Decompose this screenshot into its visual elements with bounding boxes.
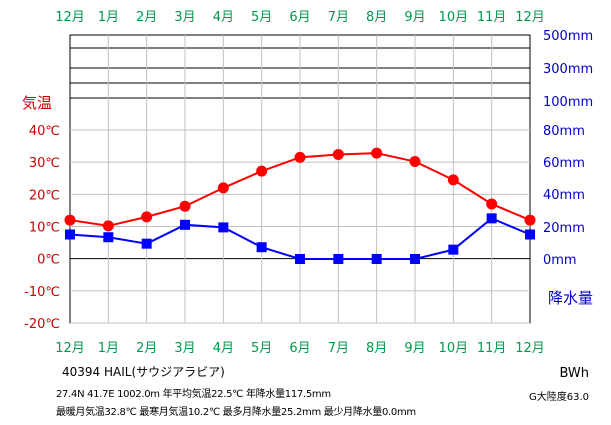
- left-tick-label: -10℃: [24, 285, 60, 300]
- precipitation-point: [256, 242, 267, 253]
- right-tick-label: 100mm: [543, 95, 593, 110]
- precipitation-point: [410, 254, 420, 264]
- continentality-index: G大陸度63.0: [528, 392, 589, 403]
- month-label-top: 9月: [404, 10, 425, 25]
- temperature-point: [486, 198, 498, 210]
- temperature-point: [371, 147, 383, 159]
- precipitation-point: [295, 254, 305, 264]
- right-axis-title: 降水量: [548, 289, 593, 307]
- left-tick-label: 20℃: [29, 188, 60, 203]
- stats-line-1: 27.4N 41.7E 1002.0m 年平均気温22.5℃ 年降水量117.5…: [56, 389, 331, 400]
- month-label-top: 11月: [477, 10, 507, 25]
- right-tick-label: 40mm: [543, 188, 585, 203]
- month-label-bottom: 6月: [289, 341, 310, 356]
- month-label-top: 3月: [174, 10, 195, 25]
- left-tick-label: 0℃: [37, 253, 60, 268]
- month-label-top: 10月: [439, 10, 469, 25]
- month-label-top: 12月: [515, 10, 545, 25]
- temperature-point: [524, 214, 536, 226]
- month-label-bottom: 12月: [55, 341, 85, 356]
- left-tick-label: 40℃: [29, 124, 60, 139]
- month-label-bottom: 4月: [213, 341, 234, 356]
- temperature-point: [64, 214, 76, 226]
- temperature-point: [447, 174, 459, 186]
- month-label-bottom: 10月: [439, 341, 469, 356]
- temperature-point: [294, 151, 306, 163]
- right-tick-label: 20mm: [543, 221, 585, 236]
- precipitation-point: [486, 213, 497, 224]
- precipitation-point: [371, 254, 382, 264]
- stats-line-2: 最暖月気温32.8℃ 最寒月気温10.2℃ 最多月降水量25.2mm 最少月降水…: [56, 407, 416, 418]
- month-label-top: 5月: [251, 10, 272, 25]
- temperature-point: [141, 211, 153, 223]
- precipitation-point: [65, 229, 75, 240]
- month-label-top: 2月: [136, 10, 157, 25]
- temperature-point: [409, 156, 421, 168]
- month-label-top: 6月: [289, 10, 310, 25]
- temperature-point: [332, 148, 344, 160]
- right-tick-label: 60mm: [543, 156, 585, 171]
- climate-classification: BWh: [559, 366, 589, 381]
- month-label-bottom: 5月: [251, 341, 272, 356]
- month-label-top: 1月: [98, 10, 119, 25]
- right-tick-label: 80mm: [543, 124, 585, 139]
- temperature-point: [217, 182, 229, 194]
- precipitation-point: [141, 238, 152, 249]
- month-label-bottom: 3月: [174, 341, 195, 356]
- right-tick-label: 500mm: [543, 29, 593, 44]
- month-label-top: 4月: [213, 10, 234, 25]
- precipitation-point: [448, 244, 459, 255]
- temperature-point: [256, 165, 268, 177]
- climate-chart: 12月 12月 1月 1月 2月 2月 3月 3月 4月 4月 5月 5月 6月 6月 7月 7月 8月 8月 9月…: [22, 10, 593, 356]
- right-tick-label: 0mm: [543, 253, 577, 268]
- month-label-bottom: 8月: [366, 341, 387, 356]
- month-label-bottom: 12月: [515, 341, 545, 356]
- station-label: 40394 HAIL(サウジアラビア): [62, 365, 225, 379]
- precipitation-point: [218, 222, 229, 233]
- precipitation-point: [103, 232, 114, 243]
- month-label-bottom: 11月: [477, 341, 507, 356]
- right-tick-label: 300mm: [543, 62, 593, 77]
- precipitation-point: [525, 229, 535, 240]
- month-label-bottom: 1月: [98, 341, 119, 356]
- month-label-top: 12月: [55, 10, 85, 25]
- left-tick-label: 30℃: [29, 156, 60, 171]
- month-label-top: 8月: [366, 10, 387, 25]
- left-axis-title: 気温: [22, 94, 52, 112]
- month-label-bottom: 2月: [136, 341, 157, 356]
- precipitation-point: [333, 254, 344, 264]
- month-label-bottom: 9月: [404, 341, 425, 356]
- precipitation-point: [180, 219, 190, 230]
- temperature-point: [179, 200, 191, 212]
- month-label-bottom: 7月: [328, 341, 349, 356]
- month-label-top: 7月: [328, 10, 349, 25]
- left-tick-label: 10℃: [29, 221, 60, 236]
- left-tick-label: -20℃: [24, 317, 60, 332]
- temperature-point: [102, 220, 114, 232]
